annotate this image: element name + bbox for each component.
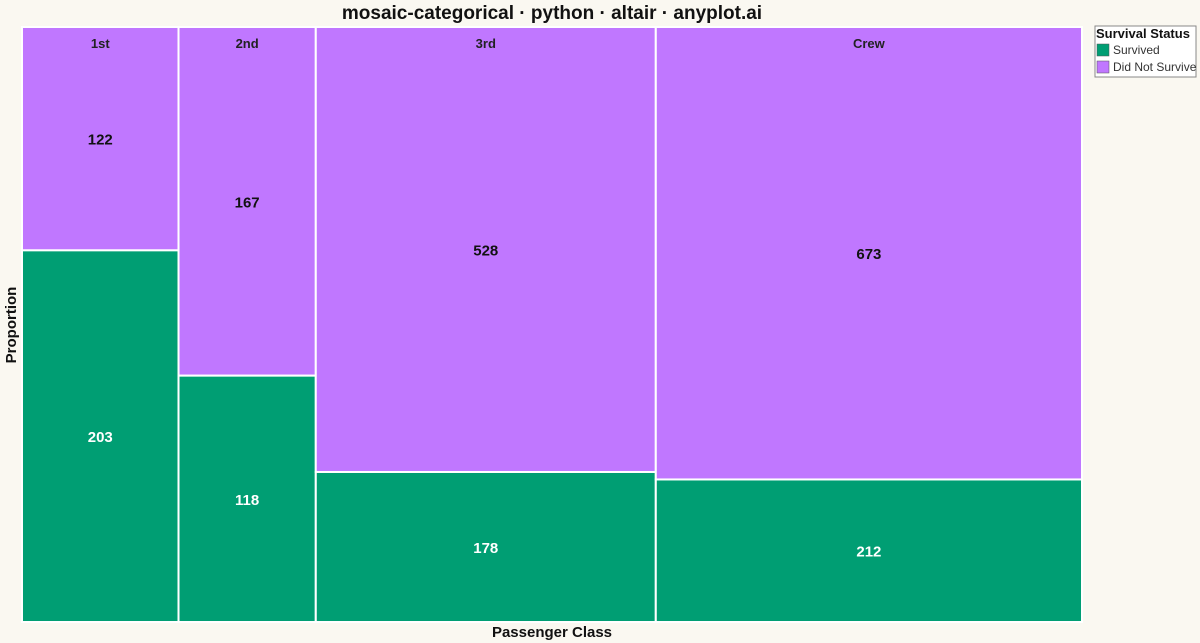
tile-1st-did-not-survive	[21, 26, 180, 252]
category-labels: 1st 2nd 3rd Crew	[91, 36, 886, 51]
count-label-crew-did-not-survive: 673	[856, 246, 881, 263]
count-labels: 122 203 167 118 528 178 673 212	[88, 132, 882, 561]
tile-3rd-survived	[314, 470, 657, 623]
legend-swatch-survived	[1096, 43, 1110, 57]
category-label-crew: Crew	[853, 36, 886, 51]
category-label-3rd: 3rd	[476, 36, 496, 51]
count-label-crew-survived: 212	[856, 544, 881, 561]
count-label-2nd-did-not-survive: 167	[235, 194, 260, 211]
count-label-2nd-survived: 118	[235, 492, 259, 509]
legend-title: Survival Status	[1096, 26, 1190, 41]
tile-2nd-survived	[177, 374, 317, 623]
tile-crew-did-not-survive	[654, 26, 1084, 481]
count-label-3rd-did-not-survive: 528	[473, 242, 498, 259]
mosaic-tiles	[21, 26, 1084, 623]
tile-1st-survived	[21, 249, 180, 623]
legend-label-survived: Survived	[1113, 43, 1160, 57]
count-label-3rd-survived: 178	[473, 540, 498, 557]
count-label-1st-did-not-survive: 122	[88, 132, 113, 149]
x-axis-label: Passenger Class	[492, 624, 612, 641]
legend: Survival Status Survived Did Not Survive	[1094, 25, 1197, 78]
tile-2nd-did-not-survive	[177, 26, 317, 377]
tile-3rd-did-not-survive	[314, 26, 657, 473]
category-label-2nd: 2nd	[236, 36, 259, 51]
legend-swatch-did-not-survive	[1096, 60, 1110, 74]
chart-title: mosaic-categorical · python · altair · a…	[342, 3, 762, 24]
count-label-1st-survived: 203	[88, 429, 113, 446]
tile-crew-survived	[654, 478, 1084, 623]
category-label-1st: 1st	[91, 36, 110, 51]
y-axis-label: Proportion	[3, 287, 20, 364]
legend-label-did-not-survive: Did Not Survive	[1113, 60, 1197, 74]
legend-box	[1094, 25, 1197, 78]
legend-items: Survived Did Not Survive	[1096, 43, 1197, 74]
